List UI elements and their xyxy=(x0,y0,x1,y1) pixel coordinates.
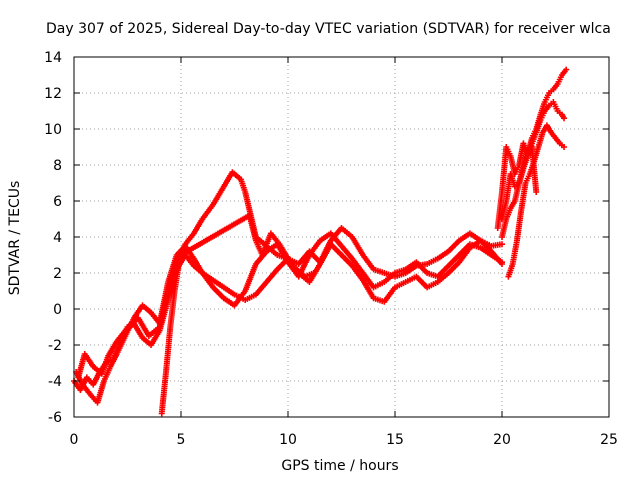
x-tick-label: 0 xyxy=(70,432,79,448)
x-tick-label: 15 xyxy=(386,432,404,448)
data-point xyxy=(561,115,568,122)
x-tick-label: 20 xyxy=(493,432,511,448)
series-track-b xyxy=(73,237,505,406)
series-track-h xyxy=(499,144,540,240)
x-tick-label: 10 xyxy=(279,432,297,448)
data-point xyxy=(499,241,505,248)
series-track-d xyxy=(158,212,317,417)
axis-ticks: 0 5 10 15 20 25 -6 -4 -2 0 2 4 6 8 10 12 14 xyxy=(44,50,618,448)
x-tick-label: 25 xyxy=(600,432,618,448)
y-tick-label: 4 xyxy=(53,230,62,246)
y-tick-label: -4 xyxy=(48,374,62,390)
y-tick-label: 12 xyxy=(44,86,62,102)
x-tick-label: 5 xyxy=(177,432,186,448)
y-tick-label: -2 xyxy=(48,338,62,354)
y-tick-label: 8 xyxy=(53,158,62,174)
grid xyxy=(74,57,609,417)
data-point xyxy=(533,189,540,195)
y-tick-label: 14 xyxy=(44,50,62,66)
data-point xyxy=(499,259,505,266)
data-series xyxy=(71,66,570,417)
x-axis-title: GPS time / hours xyxy=(281,458,398,474)
y-tick-label: 2 xyxy=(53,266,62,282)
y-tick-label: 6 xyxy=(53,194,62,210)
y-tick-label: 10 xyxy=(44,122,62,138)
data-point xyxy=(561,144,568,150)
data-point xyxy=(563,66,570,73)
chart-title: Day 307 of 2025, Sidereal Day-to-day VTE… xyxy=(46,21,611,37)
y-tick-label: -6 xyxy=(48,410,62,426)
series-track-c xyxy=(75,230,505,381)
y-tick-label: 0 xyxy=(53,302,62,318)
y-axis-title: SDTVAR / TECUs xyxy=(7,181,23,296)
data-point xyxy=(310,270,317,276)
